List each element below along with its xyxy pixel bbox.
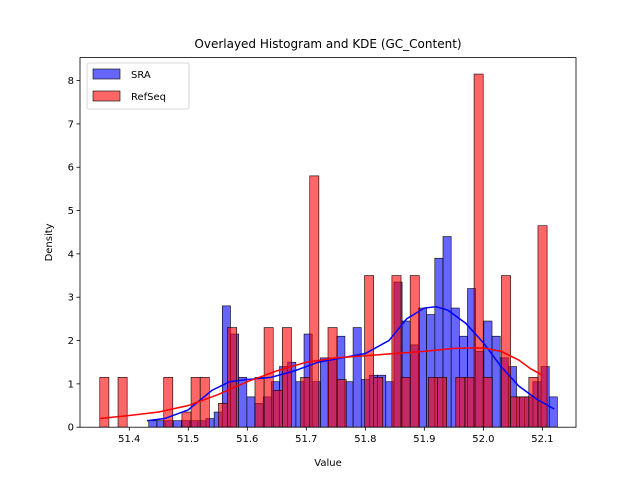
bar-refseq-37 xyxy=(437,377,447,428)
bar-sra-49 xyxy=(548,396,558,428)
kde-curves xyxy=(99,305,555,422)
y-tick-label: 4 xyxy=(68,249,74,260)
y-axis-ticks: 0 1 2 3 4 5 6 7 8 xyxy=(68,76,80,434)
bar-refseq-48 xyxy=(537,225,548,428)
bar-refseq-33 xyxy=(400,377,411,428)
bar-refseq-22 xyxy=(300,377,311,428)
legend-label-sra: SRA xyxy=(131,70,151,81)
x-axis-label: Value xyxy=(314,458,341,469)
x-tick-label: 52.1 xyxy=(531,434,553,445)
legend-label-refseq: RefSeq xyxy=(131,92,166,103)
bar-refseq-25 xyxy=(327,327,338,428)
kde-line-refseq xyxy=(99,347,543,420)
legend: SRA RefSeq xyxy=(86,62,190,110)
bar-refseq-39 xyxy=(455,377,466,428)
bar-sra-0 xyxy=(148,420,158,428)
y-tick-label: 8 xyxy=(68,76,74,87)
x-tick-label: 51.8 xyxy=(354,434,376,445)
bar-sra-21 xyxy=(320,357,329,428)
bar-sra-12 xyxy=(246,396,256,428)
bar-refseq-20 xyxy=(282,327,292,428)
x-tick-label: 51.6 xyxy=(236,434,258,445)
bar-refseq-19 xyxy=(272,390,283,428)
kde-line-sra xyxy=(146,305,555,422)
bar-refseq-14 xyxy=(227,327,238,428)
x-tick-label: 52.0 xyxy=(472,434,494,445)
x-axis-ticks: 51.4 51.5 51.6 51.7 51.8 51.9 52.0 52.1 xyxy=(118,427,553,445)
bar-refseq-45 xyxy=(510,396,521,428)
bar-refseq-30 xyxy=(373,377,384,428)
y-tick-label: 3 xyxy=(68,293,74,304)
bar-refseq-13 xyxy=(218,403,228,428)
bar-sra-25 xyxy=(352,327,362,428)
bar-refseq-9 xyxy=(181,411,192,428)
bar-refseq-47 xyxy=(528,377,539,428)
y-tick-label: 1 xyxy=(68,379,74,390)
bar-refseq-7 xyxy=(163,377,174,428)
y-axis-label: Density xyxy=(44,223,55,261)
y-tick-label: 2 xyxy=(68,336,74,347)
chart-title: Overlayed Histogram and KDE (GC_Content) xyxy=(194,37,461,51)
bar-refseq-26 xyxy=(336,379,347,428)
x-tick-label: 51.5 xyxy=(177,434,199,445)
plot-frame xyxy=(79,57,577,428)
legend-swatch-sra xyxy=(92,68,121,80)
bar-refseq-2 xyxy=(117,377,128,428)
x-tick-label: 51.9 xyxy=(413,434,435,445)
bar-refseq-17 xyxy=(254,377,265,428)
bar-refseq-46 xyxy=(519,396,530,428)
bar-refseq-41 xyxy=(473,73,484,428)
x-tick-label: 51.7 xyxy=(295,434,317,445)
x-tick-label: 51.4 xyxy=(118,434,140,445)
y-tick-label: 7 xyxy=(68,119,74,130)
bar-refseq-42 xyxy=(482,377,493,428)
bar-refseq-40 xyxy=(464,377,475,428)
bar-refseq-44 xyxy=(501,275,511,428)
bar-sra-3 xyxy=(172,420,182,428)
y-tick-label: 6 xyxy=(68,163,74,174)
bar-refseq-23 xyxy=(309,175,320,428)
y-tick-label: 5 xyxy=(68,206,74,217)
legend-swatch-refseq xyxy=(92,90,121,102)
bar-refseq-36 xyxy=(428,377,438,428)
bar-refseq-32 xyxy=(391,275,402,428)
bar-refseq-11 xyxy=(199,377,210,428)
y-tick-label: 0 xyxy=(68,423,74,434)
bar-refseq-0 xyxy=(99,377,110,428)
bar-sra-33 xyxy=(418,307,427,428)
